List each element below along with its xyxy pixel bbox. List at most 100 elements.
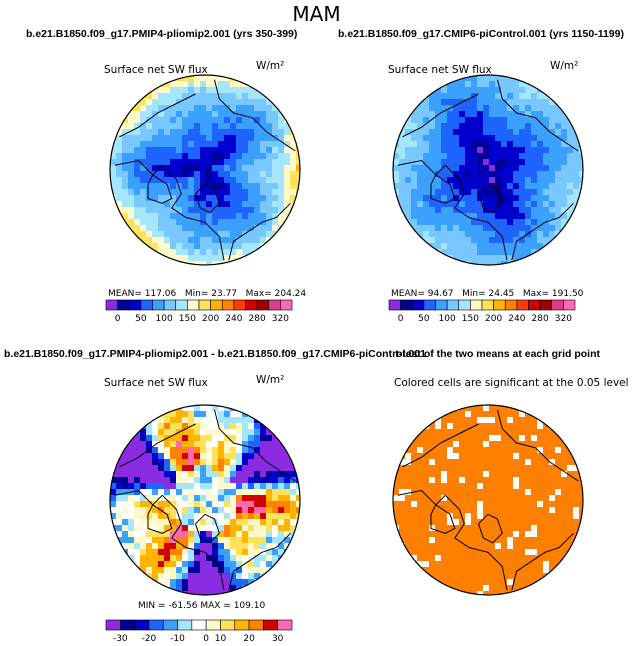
grid-cell bbox=[128, 213, 135, 220]
grid-cell bbox=[405, 453, 412, 460]
grid-cell bbox=[525, 207, 532, 214]
colorbar-tick-label: 280 bbox=[249, 314, 266, 324]
coastline bbox=[478, 513, 503, 544]
grid-cell bbox=[170, 411, 177, 418]
grid-cell bbox=[525, 447, 532, 454]
grid-cell bbox=[465, 585, 472, 592]
grid-cell bbox=[248, 231, 255, 238]
grid-cell bbox=[459, 195, 466, 202]
grid-cell bbox=[537, 441, 544, 448]
grid-cell bbox=[188, 561, 195, 568]
grid-cell bbox=[453, 453, 460, 460]
grid-cell bbox=[158, 429, 165, 436]
grid-cell bbox=[212, 99, 219, 106]
grid-cell bbox=[146, 189, 153, 196]
grid-cell bbox=[447, 441, 454, 448]
grid-cell bbox=[284, 141, 291, 148]
grid-cell bbox=[212, 561, 219, 568]
grid-cell bbox=[513, 477, 520, 484]
grid-cell bbox=[507, 567, 514, 574]
grid-cell bbox=[260, 105, 267, 112]
grid-cell bbox=[447, 177, 454, 184]
grid-cell bbox=[272, 471, 279, 478]
grid-cell bbox=[212, 147, 219, 154]
grid-cell bbox=[483, 207, 490, 214]
grid-cell bbox=[158, 555, 165, 562]
grid-cell bbox=[200, 129, 207, 136]
grid-cell bbox=[531, 219, 538, 226]
grid-cell bbox=[194, 537, 201, 544]
grid-cell bbox=[194, 213, 201, 220]
grid-cell bbox=[176, 129, 183, 136]
grid-cell bbox=[519, 135, 526, 142]
grid-cell bbox=[152, 549, 159, 556]
grid-cell bbox=[471, 231, 478, 238]
grid-cell bbox=[513, 219, 520, 226]
grid-cell bbox=[471, 225, 478, 232]
grid-cell bbox=[200, 471, 207, 478]
grid-cell bbox=[170, 489, 177, 496]
grid-cell bbox=[242, 423, 249, 430]
grid-cell bbox=[483, 429, 490, 436]
grid-cell bbox=[152, 561, 159, 568]
grid-cell bbox=[176, 459, 183, 466]
grid-cell bbox=[188, 441, 195, 448]
colorbar-swatch bbox=[163, 299, 177, 311]
grid-cell bbox=[122, 117, 129, 124]
grid-cell bbox=[417, 219, 424, 226]
grid-cell bbox=[188, 405, 195, 412]
grid-cell bbox=[555, 453, 562, 460]
grid-cell bbox=[501, 117, 508, 124]
grid-cell bbox=[453, 243, 460, 250]
grid-cell bbox=[429, 207, 436, 214]
grid-cell bbox=[537, 207, 544, 214]
grid-cell bbox=[278, 177, 285, 184]
grid-cell bbox=[116, 135, 123, 142]
grid-cell bbox=[128, 195, 135, 202]
grid-cell bbox=[453, 579, 460, 586]
grid-cell bbox=[489, 201, 496, 208]
grid-cell bbox=[489, 489, 496, 496]
grid-cell bbox=[441, 237, 448, 244]
grid-cell bbox=[212, 471, 219, 478]
grid-cell bbox=[170, 189, 177, 196]
grid-cell bbox=[573, 135, 580, 142]
grid-cell bbox=[423, 537, 430, 544]
grid-cell bbox=[495, 471, 502, 478]
grid-cell bbox=[471, 543, 478, 550]
grid-cell bbox=[218, 519, 225, 526]
grid-cell bbox=[188, 471, 195, 478]
grid-cell bbox=[519, 411, 526, 418]
grid-cell bbox=[230, 519, 237, 526]
grid-cell bbox=[206, 477, 213, 484]
grid-cell bbox=[423, 99, 430, 106]
grid-cell bbox=[519, 159, 526, 166]
grid-cell bbox=[290, 471, 297, 478]
grid-cell bbox=[465, 141, 472, 148]
grid-cell bbox=[224, 573, 231, 580]
grid-cell bbox=[477, 123, 484, 130]
grid-cell bbox=[248, 507, 255, 514]
grid-cell bbox=[537, 201, 544, 208]
grid-cell bbox=[242, 135, 249, 142]
grid-cell bbox=[459, 573, 466, 580]
grid-cell bbox=[429, 531, 436, 538]
grid-cell bbox=[170, 567, 177, 574]
grid-cell bbox=[224, 243, 231, 250]
grid-cell bbox=[519, 249, 526, 256]
grid-cell bbox=[555, 549, 562, 556]
grid-cell bbox=[182, 207, 189, 214]
grid-cell bbox=[549, 531, 556, 538]
grid-cell bbox=[507, 441, 514, 448]
grid-cell bbox=[513, 519, 520, 526]
grid-cell bbox=[435, 207, 442, 214]
grid-cell bbox=[140, 489, 147, 496]
grid-cell bbox=[531, 183, 538, 190]
grid-cell bbox=[188, 495, 195, 502]
grid-cell bbox=[417, 213, 424, 220]
grid-cell bbox=[519, 189, 526, 196]
grid-cell bbox=[399, 483, 406, 490]
grid-cell bbox=[278, 117, 285, 124]
grid-cell bbox=[266, 543, 273, 550]
grid-cell bbox=[212, 111, 219, 118]
